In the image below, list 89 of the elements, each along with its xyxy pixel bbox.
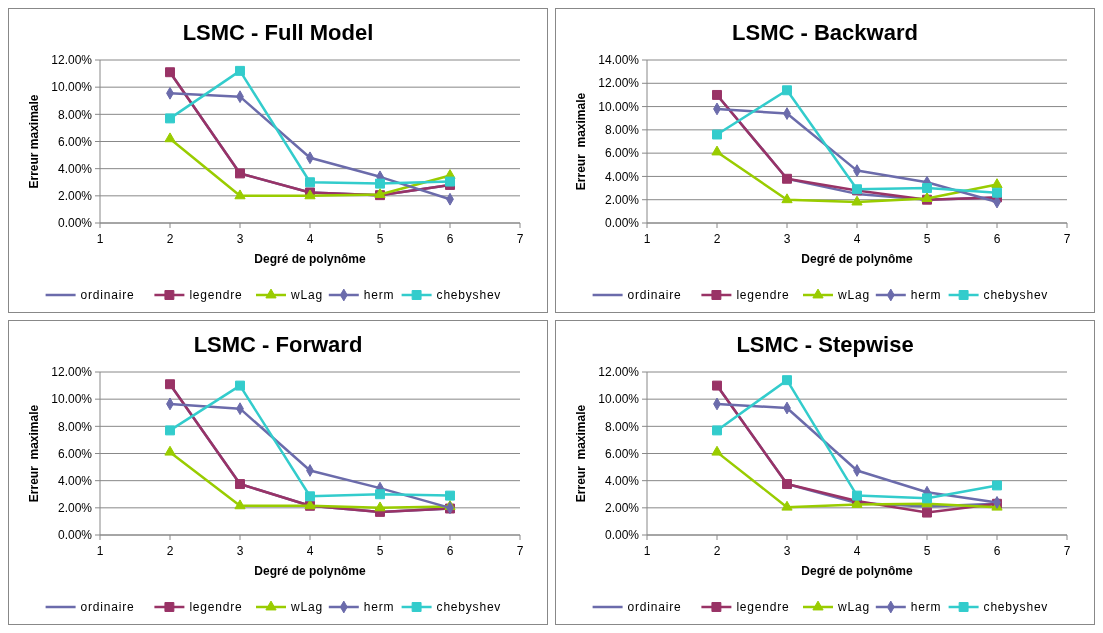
chart-title: LSMC - Backward (732, 20, 918, 45)
x-tick-label: 7 (516, 232, 524, 246)
y-tick-label: 6.00% (57, 134, 93, 149)
legend-label: ordinaire (80, 288, 135, 303)
x-tick-label: 6 (993, 232, 1001, 246)
x-tick-label: 3 (783, 232, 791, 246)
x-tick-label: 3 (236, 544, 244, 558)
x-tick-label: 2 (713, 544, 721, 558)
y-tick-label: 6.00% (604, 446, 640, 461)
x-tick-label: 7 (516, 544, 524, 558)
y-tick-label: 8.00% (604, 123, 640, 138)
legend-label: wLag (290, 288, 323, 303)
legend-label: wLag (290, 600, 323, 615)
legend-label: ordinaire (627, 600, 682, 615)
x-tick-label: 4 (306, 232, 314, 246)
x-tick-label: 3 (783, 544, 791, 558)
legend-label: herm (910, 600, 942, 615)
y-axis-title: Erreur maximale (574, 92, 588, 191)
x-tick-label: 1 (643, 544, 651, 558)
legend-label: ordinaire (80, 600, 135, 615)
x-tick-label: 6 (993, 544, 1001, 558)
y-tick-label: 2.00% (604, 501, 640, 516)
y-tick-label: 4.00% (57, 473, 93, 488)
legend-label: chebyshev (436, 288, 502, 303)
legend-label: herm (363, 600, 395, 615)
legend-label: wLag (837, 600, 870, 615)
y-tick-label: 10.00% (51, 392, 93, 407)
legend-label: chebyshev (983, 600, 1049, 615)
y-tick-label: 4.00% (604, 169, 640, 184)
y-tick-label: 4.00% (57, 161, 93, 176)
y-tick-label: 12.00% (51, 365, 93, 380)
legend-label: wLag (837, 288, 870, 303)
legend-label: chebyshev (436, 600, 502, 615)
y-axis-title: Erreur maximale (27, 94, 41, 189)
y-tick-label: 10.00% (598, 99, 640, 114)
y-tick-label: 6.00% (57, 446, 93, 461)
x-tick-label: 7 (1063, 232, 1071, 246)
legend-label: legendre (189, 288, 243, 303)
y-tick-label: 0.00% (604, 528, 640, 543)
y-tick-label: 10.00% (51, 80, 93, 95)
x-tick-label: 5 (923, 232, 931, 246)
y-tick-label: 4.00% (604, 473, 640, 488)
x-axis-title: Degré de polynôme (801, 564, 913, 578)
legend-label: ordinaire (627, 288, 682, 303)
legend-label: legendre (736, 288, 790, 303)
x-tick-label: 7 (1063, 544, 1071, 558)
chart-title: LSMC - Stepwise (736, 332, 914, 357)
legend-label: herm (363, 288, 395, 303)
x-tick-label: 5 (376, 544, 384, 558)
x-tick-label: 1 (96, 544, 104, 558)
y-tick-label: 2.00% (57, 189, 93, 204)
y-tick-label: 8.00% (57, 107, 93, 122)
legend-label: chebyshev (983, 288, 1049, 303)
y-tick-label: 6.00% (604, 146, 640, 161)
y-tick-label: 10.00% (598, 392, 640, 407)
y-tick-label: 12.00% (598, 76, 640, 91)
x-tick-label: 4 (853, 232, 861, 246)
x-tick-label: 2 (166, 544, 174, 558)
x-axis-title: Degré de polynôme (801, 252, 913, 266)
y-tick-label: 2.00% (57, 501, 93, 516)
x-tick-label: 4 (853, 544, 861, 558)
x-tick-label: 6 (446, 232, 454, 246)
y-tick-label: 2.00% (604, 192, 640, 207)
y-tick-label: 14.00% (598, 53, 640, 68)
y-tick-label: 0.00% (57, 528, 93, 543)
x-tick-label: 2 (166, 232, 174, 246)
y-tick-label: 0.00% (57, 216, 93, 231)
x-tick-label: 2 (713, 232, 721, 246)
chart-title: LSMC - Full Model (182, 20, 374, 45)
x-tick-label: 3 (236, 232, 244, 246)
x-tick-label: 1 (643, 232, 651, 246)
y-tick-label: 8.00% (604, 419, 640, 434)
x-tick-label: 5 (923, 544, 931, 558)
x-tick-label: 6 (446, 544, 454, 558)
y-tick-label: 8.00% (57, 419, 93, 434)
legend-label: legendre (189, 600, 243, 615)
x-tick-label: 5 (376, 232, 384, 246)
y-tick-label: 0.00% (604, 216, 640, 231)
y-tick-label: 12.00% (51, 53, 93, 68)
x-axis-title: Degré de polynôme (254, 564, 366, 578)
x-tick-label: 1 (96, 232, 104, 246)
y-axis-title: Erreur maximale (27, 404, 41, 503)
chart-title: LSMC - Forward (193, 332, 363, 357)
x-axis-title: Degré de polynôme (254, 252, 366, 266)
legend-label: herm (910, 288, 942, 303)
legend-label: legendre (736, 600, 790, 615)
y-tick-label: 12.00% (598, 365, 640, 380)
x-tick-label: 4 (306, 544, 314, 558)
y-axis-title: Erreur maximale (574, 404, 588, 503)
